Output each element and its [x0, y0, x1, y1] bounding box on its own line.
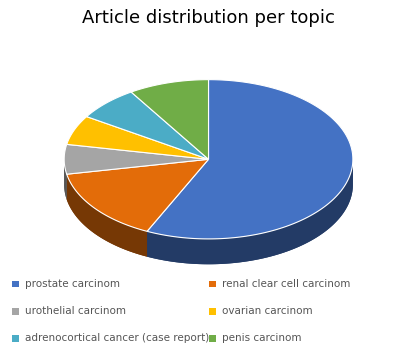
Polygon shape	[147, 80, 353, 239]
Text: ovarian carcinom: ovarian carcinom	[222, 306, 312, 316]
Bar	[209, 308, 216, 315]
Polygon shape	[147, 160, 353, 264]
Polygon shape	[64, 159, 67, 199]
Polygon shape	[131, 80, 209, 159]
Polygon shape	[67, 174, 147, 257]
Polygon shape	[67, 159, 209, 231]
Bar	[12, 335, 19, 342]
Text: urothelial carcinom: urothelial carcinom	[25, 306, 126, 316]
Text: prostate carcinom: prostate carcinom	[25, 279, 120, 289]
Bar	[209, 281, 216, 287]
Polygon shape	[64, 159, 67, 199]
Polygon shape	[147, 160, 353, 264]
Polygon shape	[87, 92, 209, 159]
Text: adrenocortical cancer (case report): adrenocortical cancer (case report)	[25, 333, 209, 343]
Polygon shape	[64, 144, 209, 174]
Text: renal clear cell carcinom: renal clear cell carcinom	[222, 279, 350, 289]
Text: penis carcinom: penis carcinom	[222, 333, 301, 343]
Polygon shape	[67, 117, 209, 159]
Bar	[12, 281, 19, 287]
Polygon shape	[67, 174, 147, 257]
Text: Article distribution per topic: Article distribution per topic	[82, 9, 335, 27]
Bar	[12, 308, 19, 315]
Bar	[209, 335, 216, 342]
